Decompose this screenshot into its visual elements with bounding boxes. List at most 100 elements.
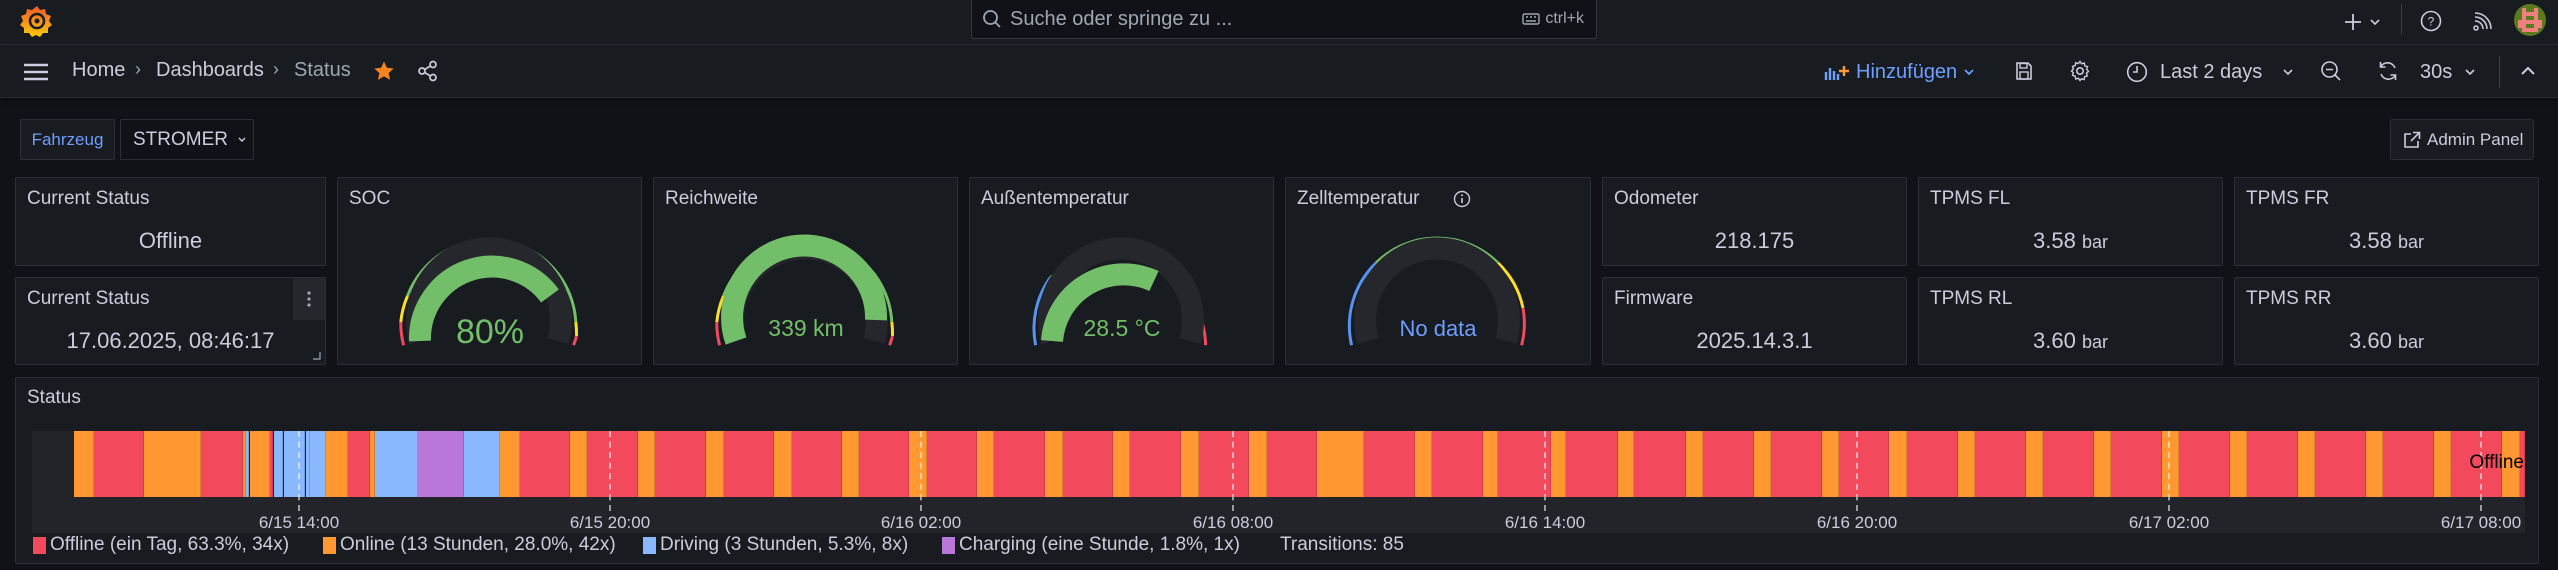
timeline-segment[interactable] xyxy=(774,431,792,497)
timeline-segment[interactable] xyxy=(2162,431,2179,497)
timeline-segment[interactable] xyxy=(706,431,724,497)
timeline-segment[interactable] xyxy=(1975,431,2026,497)
timeline-segment[interactable] xyxy=(859,431,909,497)
timeline-segment[interactable] xyxy=(2366,431,2383,497)
timeline-segment[interactable] xyxy=(994,431,1045,497)
legend-item-driving[interactable]: Driving (3 Stunden, 5.3%, 8x) xyxy=(643,534,908,556)
timeline-segment[interactable] xyxy=(570,431,587,497)
timeline-segment[interactable] xyxy=(1618,431,1634,497)
save-dashboard-button[interactable] xyxy=(2013,60,2035,82)
timeline-segment[interactable] xyxy=(1063,431,1113,497)
timeline-segment[interactable] xyxy=(1771,431,1822,497)
timeline-segment[interactable] xyxy=(375,431,418,497)
timeline-segment[interactable] xyxy=(464,431,500,497)
favorite-button[interactable] xyxy=(372,59,396,83)
timeline-segment[interactable] xyxy=(1754,431,1771,497)
timeline-segment[interactable] xyxy=(638,431,655,497)
timeline-segment[interactable] xyxy=(2179,431,2230,497)
timeline-segment[interactable] xyxy=(2094,431,2111,497)
timeline-segment[interactable] xyxy=(1958,431,1975,497)
timeline-segment[interactable] xyxy=(2247,431,2298,497)
timeline-segment[interactable] xyxy=(310,431,326,497)
legend-item-charging[interactable]: Charging (eine Stunde, 1.8%, 1x) xyxy=(942,534,1240,556)
timeline-segment[interactable] xyxy=(306,431,310,497)
info-icon[interactable] xyxy=(1453,190,1471,208)
timeline-segment[interactable] xyxy=(2230,431,2247,497)
timeline-segment[interactable] xyxy=(2451,431,2502,497)
timeline-segment[interactable] xyxy=(1822,431,1839,497)
timeline-segment[interactable] xyxy=(1839,431,1889,497)
timeline-segment[interactable] xyxy=(655,431,706,497)
timeline-segment[interactable] xyxy=(243,431,246,497)
timeline-segment[interactable] xyxy=(326,431,348,497)
timeline-segment[interactable] xyxy=(1113,431,1130,497)
timeline-segment[interactable] xyxy=(909,431,927,497)
timeline-segment[interactable] xyxy=(1703,431,1754,497)
timeline-segment[interactable] xyxy=(1551,431,1566,497)
timeline-segment[interactable] xyxy=(1907,431,1958,497)
timeline-segment[interactable] xyxy=(201,431,243,497)
timeline-segment[interactable] xyxy=(1566,431,1618,497)
timeline-segment[interactable] xyxy=(274,431,283,497)
breadcrumb-home[interactable]: Home xyxy=(72,59,126,81)
new-button[interactable] xyxy=(2340,8,2384,36)
timeline-segment[interactable] xyxy=(2026,431,2043,497)
legend-item-online[interactable]: Online (13 Stunden, 28.0%, 42x) xyxy=(323,534,616,556)
timeline-segment[interactable] xyxy=(2298,431,2315,497)
menu-toggle-button[interactable] xyxy=(22,62,50,82)
timeline-segment[interactable] xyxy=(1483,431,1498,497)
refresh-button[interactable] xyxy=(2376,59,2400,83)
timeline-segment[interactable] xyxy=(1249,431,1267,497)
timeline-segment[interactable] xyxy=(144,431,201,497)
timeline-segment[interactable] xyxy=(927,431,977,497)
timeline-segment[interactable] xyxy=(1130,431,1181,497)
timeline-segment[interactable] xyxy=(348,431,370,497)
share-button[interactable] xyxy=(416,59,440,83)
timeline-segment[interactable] xyxy=(520,431,570,497)
timeline-segment[interactable] xyxy=(1364,431,1415,497)
news-button[interactable] xyxy=(2470,10,2494,34)
timeline-segment[interactable] xyxy=(1634,431,1686,497)
timeline-segment[interactable] xyxy=(1317,431,1364,497)
timeline-segment[interactable] xyxy=(2315,431,2366,497)
timeline-segment[interactable] xyxy=(250,431,270,497)
timeline-segment[interactable] xyxy=(2520,431,2525,497)
timeline-segment[interactable] xyxy=(792,431,842,497)
dashboard-settings-button[interactable] xyxy=(2069,60,2091,82)
timeline-segment[interactable] xyxy=(1498,431,1551,497)
refresh-interval-picker[interactable]: 30s xyxy=(2420,59,2476,85)
legend-item-offline[interactable]: Offline (ein Tag, 63.3%, 34x) xyxy=(33,534,289,556)
timeline-segment[interactable] xyxy=(270,431,273,497)
timeline-segment[interactable] xyxy=(2502,431,2520,497)
timeline-segment[interactable] xyxy=(2043,431,2094,497)
admin-panel-link[interactable]: Admin Panel xyxy=(2390,119,2534,160)
timeline-segment[interactable] xyxy=(977,431,994,497)
timeline-segment[interactable] xyxy=(1267,431,1317,497)
timeline-segment[interactable] xyxy=(1415,431,1432,497)
vehicle-select[interactable]: STROMER xyxy=(120,119,254,160)
collapse-button[interactable] xyxy=(2517,60,2539,82)
timeline-segment[interactable] xyxy=(2434,431,2451,497)
timeline-segment[interactable] xyxy=(724,431,774,497)
timeline-segment[interactable] xyxy=(587,431,638,497)
user-avatar[interactable] xyxy=(2514,4,2546,36)
help-button[interactable]: ? xyxy=(2418,8,2444,34)
timeline-segment[interactable] xyxy=(1889,431,1907,497)
status-timeline-bar[interactable] xyxy=(32,431,2525,497)
grafana-logo-icon[interactable] xyxy=(20,4,54,38)
timeline-segment[interactable] xyxy=(1686,431,1703,497)
resize-handle-icon[interactable] xyxy=(313,352,321,360)
timeline-segment[interactable] xyxy=(246,431,249,497)
search-input[interactable]: Suche oder springe zu ... ctrl+k xyxy=(971,0,1597,39)
timeline-segment[interactable] xyxy=(500,431,520,497)
timeline-segment[interactable] xyxy=(370,431,375,497)
add-button[interactable]: Hinzufügen xyxy=(1824,59,1975,85)
breadcrumb-dashboards[interactable]: Dashboards xyxy=(156,59,264,81)
timeline-segment[interactable] xyxy=(1432,431,1483,497)
timeline-segment[interactable] xyxy=(94,431,144,497)
time-range-picker[interactable]: Last 2 days xyxy=(2126,59,2294,85)
timeline-segment[interactable] xyxy=(842,431,859,497)
timeline-segment[interactable] xyxy=(1181,431,1199,497)
zoom-out-button[interactable] xyxy=(2319,59,2343,83)
timeline-segment[interactable] xyxy=(1199,431,1249,497)
